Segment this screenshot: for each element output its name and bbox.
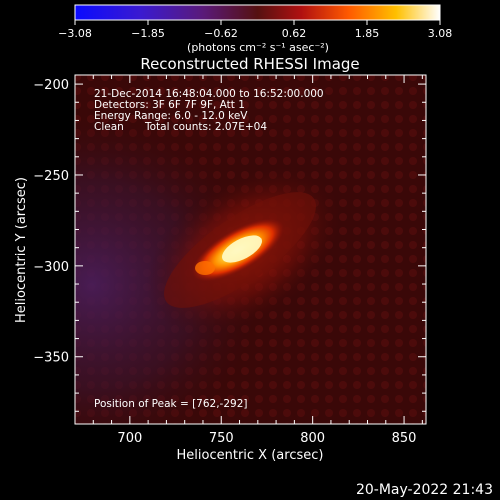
colorbar-tick-label: 3.08 — [428, 27, 453, 40]
y-tick-label: −250 — [33, 169, 69, 184]
colorbar-tick-label: −0.62 — [204, 27, 238, 40]
y-tick-label: −350 — [33, 351, 69, 366]
time-range-label: 21-Dec-2014 16:48:04.000 to 16:52:00.000 — [94, 88, 324, 100]
colorbar-tick-label: −1.85 — [131, 27, 165, 40]
plot-timestamp: 20-May-2022 21:43 — [356, 482, 493, 498]
y-axis-label: Heliocentric Y (arcsec) — [14, 177, 29, 323]
y-axis: −200 −250 −300 −350 — [33, 78, 426, 412]
clean-label: Clean — [94, 121, 124, 133]
chart-title: Reconstructed RHESSI Image — [140, 55, 359, 73]
image-map — [75, 75, 426, 424]
colorbar-tick-label: −3.08 — [58, 27, 92, 40]
detectors-label: Detectors: 3F 6F 7F 9F, Att 1 — [94, 99, 245, 111]
y-tick-label: −200 — [33, 78, 69, 93]
colorbar-unit-label: (photons cm⁻² s⁻¹ asec⁻²) — [187, 41, 329, 54]
x-axis-label: Heliocentric X (arcsec) — [177, 448, 324, 463]
plot-frame — [74, 74, 427, 425]
peak-position-label: Position of Peak = [762,-292] — [94, 398, 248, 410]
colorbar-tick-label: 1.85 — [355, 27, 380, 40]
colorbar-tick-label: 0.62 — [282, 27, 307, 40]
flare-source — [191, 218, 285, 282]
colorbar — [74, 4, 441, 21]
x-tick-label: 800 — [300, 431, 325, 446]
energy-range-label: Energy Range: 6.0 - 12.0 keV — [94, 110, 248, 122]
x-axis: 700 750 800 850 — [92, 75, 423, 446]
x-tick-label: 750 — [209, 431, 234, 446]
total-counts-label: Total counts: 2.07E+04 — [144, 121, 267, 133]
x-tick-label: 700 — [117, 431, 142, 446]
colorbar-ticks: −3.08 −1.85 −0.62 0.62 1.85 3.08 — [58, 20, 452, 40]
y-tick-label: −300 — [33, 260, 69, 275]
x-tick-label: 850 — [392, 431, 417, 446]
